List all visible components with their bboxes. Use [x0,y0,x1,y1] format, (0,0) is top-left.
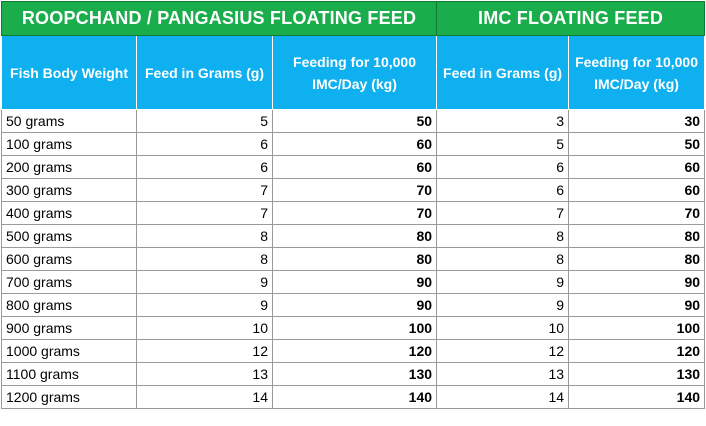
feed-grams-roopchand-cell: 9 [136,270,273,294]
fish-weight-cell: 1100 grams [1,362,137,386]
feeding-kg-imc-cell: 80 [568,224,706,248]
fish-weight-cell: 600 grams [1,247,137,271]
column-header-fish-body-weight: Fish Body Weight [1,35,137,110]
table-row: 400 grams 7 70 7 70 [1,201,706,225]
fish-weight-cell: 900 grams [1,316,137,340]
fish-weight-cell: 100 grams [1,132,137,156]
table-row: 700 grams 9 90 9 90 [1,270,706,294]
column-header-feed-grams-roopchand: Feed in Grams (g) [136,35,273,110]
feed-grams-imc-cell: 6 [436,178,570,202]
feed-grams-imc-cell: 8 [436,224,570,248]
column-header-feeding-kg-roopchand: Feeding for 10,000 IMC/Day (kg) [271,35,438,110]
fish-weight-cell: 700 grams [1,270,137,294]
feeding-kg-imc-cell: 90 [568,293,706,317]
fish-weight-cell: 400 grams [1,201,137,225]
feeding-kg-roopchand-cell: 80 [271,224,438,248]
column-header-feeding-kg-imc: Feeding for 10,000 IMC/Day (kg) [568,35,706,110]
table-row: 100 grams 6 60 5 50 [1,132,706,156]
feeding-kg-imc-cell: 30 [568,109,706,133]
feed-grams-imc-cell: 12 [436,339,570,363]
feed-grams-roopchand-cell: 7 [136,201,273,225]
column-header-row: Fish Body Weight Feed in Grams (g) Feedi… [1,35,706,110]
table-row: 50 grams 5 50 3 30 [1,109,706,133]
table-row: 800 grams 9 90 9 90 [1,293,706,317]
feeding-kg-imc-cell: 90 [568,270,706,294]
feed-grams-imc-cell: 3 [436,109,570,133]
table-row: 300 grams 7 70 6 60 [1,178,706,202]
feeding-kg-roopchand-cell: 80 [271,247,438,271]
feed-grams-imc-cell: 7 [436,201,570,225]
feeding-kg-roopchand-cell: 100 [271,316,438,340]
feed-grams-roopchand-cell: 7 [136,178,273,202]
fish-weight-cell: 500 grams [1,224,137,248]
feeding-kg-imc-cell: 60 [568,178,706,202]
table-row: 600 grams 8 80 8 80 [1,247,706,271]
feeding-kg-roopchand-cell: 60 [271,132,438,156]
feeding-kg-roopchand-cell: 120 [271,339,438,363]
group-header-roopchand: ROOPCHAND / PANGASIUS FLOATING FEED [0,1,438,36]
feed-grams-roopchand-cell: 5 [136,109,273,133]
fish-weight-cell: 800 grams [1,293,137,317]
feeding-kg-roopchand-cell: 140 [271,385,438,409]
feeding-kg-imc-cell: 60 [568,155,706,179]
feed-grams-imc-cell: 6 [436,155,570,179]
feeding-kg-roopchand-cell: 70 [271,201,438,225]
feed-grams-imc-cell: 10 [436,316,570,340]
table-row: 1000 grams 12 120 12 120 [1,339,706,363]
feed-grams-imc-cell: 8 [436,247,570,271]
table-row: 200 grams 6 60 6 60 [1,155,706,179]
feeding-kg-imc-cell: 140 [568,385,706,409]
table-row: 500 grams 8 80 8 80 [1,224,706,248]
table-row: 900 grams 10 100 10 100 [1,316,706,340]
table-row: 1200 grams 14 140 14 140 [1,385,706,409]
feed-grams-imc-cell: 5 [436,132,570,156]
feed-grams-roopchand-cell: 8 [136,224,273,248]
feed-grams-roopchand-cell: 6 [136,132,273,156]
fish-weight-cell: 1200 grams [1,385,137,409]
feed-grams-roopchand-cell: 13 [136,362,273,386]
feeding-kg-roopchand-cell: 70 [271,178,438,202]
group-header-imc: IMC FLOATING FEED [436,1,706,36]
fish-weight-cell: 300 grams [1,178,137,202]
feed-grams-roopchand-cell: 8 [136,247,273,271]
feed-grams-imc-cell: 13 [436,362,570,386]
feeding-kg-imc-cell: 80 [568,247,706,271]
feeding-kg-roopchand-cell: 50 [271,109,438,133]
column-header-feed-grams-imc: Feed in Grams (g) [436,35,570,110]
feed-grams-roopchand-cell: 14 [136,385,273,409]
fish-weight-cell: 1000 grams [1,339,137,363]
feeding-kg-imc-cell: 130 [568,362,706,386]
feed-table: ROOPCHAND / PANGASIUS FLOATING FEED IMC … [0,1,706,409]
feeding-kg-imc-cell: 100 [568,316,706,340]
feeding-kg-roopchand-cell: 90 [271,270,438,294]
feeding-kg-imc-cell: 120 [568,339,706,363]
feed-grams-roopchand-cell: 10 [136,316,273,340]
fish-weight-cell: 50 grams [1,109,137,133]
table-body: 50 grams 5 50 3 30 100 grams 6 60 5 50 2… [1,109,706,409]
feeding-kg-imc-cell: 70 [568,201,706,225]
feed-grams-imc-cell: 14 [436,385,570,409]
table-row: 1100 grams 13 130 13 130 [1,362,706,386]
feed-grams-roopchand-cell: 12 [136,339,273,363]
fish-weight-cell: 200 grams [1,155,137,179]
feed-grams-roopchand-cell: 9 [136,293,273,317]
feeding-kg-roopchand-cell: 130 [271,362,438,386]
feeding-kg-imc-cell: 50 [568,132,706,156]
feed-grams-roopchand-cell: 6 [136,155,273,179]
feeding-kg-roopchand-cell: 90 [271,293,438,317]
feeding-kg-roopchand-cell: 60 [271,155,438,179]
group-header-row: ROOPCHAND / PANGASIUS FLOATING FEED IMC … [0,1,706,36]
feed-grams-imc-cell: 9 [436,270,570,294]
feed-grams-imc-cell: 9 [436,293,570,317]
